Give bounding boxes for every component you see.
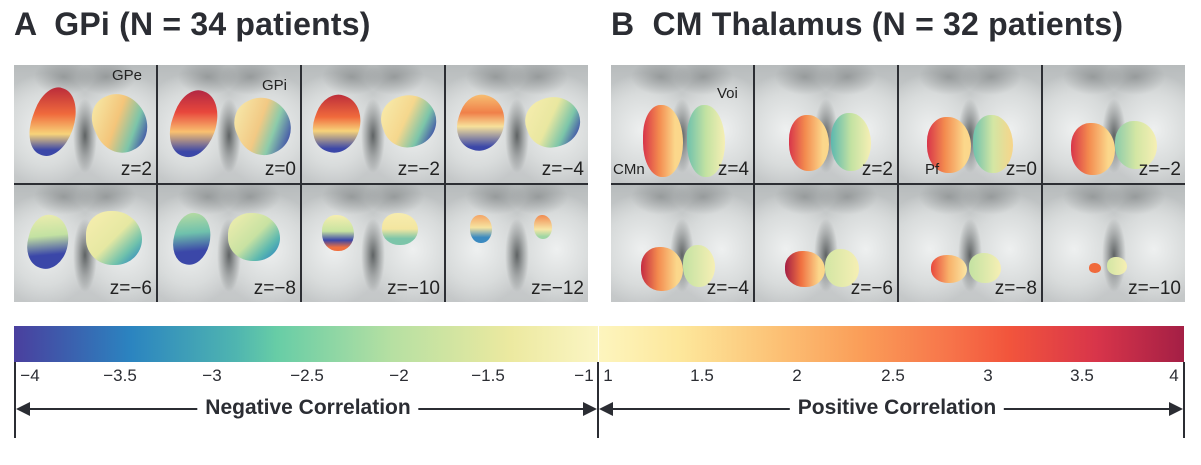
z-label: z=−2 [1138,158,1181,180]
tick-label: 2.5 [881,366,905,385]
gpi-slice-tile: z=−4 [446,65,588,183]
z-label: z=0 [264,158,296,180]
thalamus-slice-tile: z=2 [755,65,897,183]
tick-label: 2 [792,366,802,385]
tick-label: 1 [603,366,613,385]
panel-a-image-grid: GPe z=2 GPi z=0 z=−2 z=−4 z=−6 z=−8 z=−1… [14,65,588,302]
panel-b-title: B CM Thalamus (N = 32 patients) [611,6,1124,42]
z-label: z=−10 [1128,278,1181,299]
z-label: z=4 [717,158,749,180]
thalamus-slice-tile: z=−2 [1043,65,1185,183]
thalamus-slice-tile: z=−4 [611,184,753,302]
gpi-annotation: GPi [262,77,288,94]
negative-color-scale [14,326,598,362]
thalamus-slice-tile: Pf z=0 [899,65,1041,183]
z-label: z=−8 [253,278,296,299]
z-label: z=−4 [706,278,749,299]
colorbar-right-bracket [1183,362,1185,438]
tick-label: −2.5 [290,366,324,385]
tick-label: −1 [574,366,594,385]
arrow-right-icon [583,402,597,416]
cmn-annotation: CMn [613,161,645,178]
thalamus-slice-tile: z=−8 [899,184,1041,302]
colorbar-left-bracket [14,362,16,438]
thalamus-slice-tile: Voi CMn z=4 [611,65,753,183]
gpi-slice-tile: GPe z=2 [14,65,156,183]
z-label: z=2 [861,158,893,180]
z-label: z=0 [1005,158,1037,180]
z-label: z=−6 [850,278,893,299]
tick-label: −2 [389,366,409,385]
arrow-left-icon [16,402,30,416]
correlation-colorbar [14,326,1184,362]
negative-correlation-label: Negative Correlation [197,396,419,420]
voi-annotation: Voi [717,85,738,102]
panel-a-title: A GPi (N = 34 patients) [14,6,371,42]
thalamus-slice-tile: z=−6 [755,184,897,302]
pf-annotation: Pf [925,161,940,178]
gpi-slice-tile: z=−10 [302,184,444,302]
z-label: z=−2 [397,158,440,180]
z-label: z=−4 [541,158,584,180]
gpe-annotation: GPe [112,67,143,84]
arrow-right-icon [1169,402,1183,416]
z-label: z=−10 [387,278,440,299]
gpi-slice-tile: z=−6 [14,184,156,302]
z-label: z=−8 [994,278,1037,299]
gpi-slice-tile: z=−12 [446,184,588,302]
colorbar-center-bracket [597,362,599,438]
positive-correlation-label: Positive Correlation [789,396,1005,420]
gpi-slice-tile: z=−8 [158,184,300,302]
gpi-slice-tile: z=−2 [302,65,444,183]
panel-b-image-grid: Voi CMn z=4 z=2 Pf z=0 z=−2 z=−4 z=−6 z=… [611,65,1185,302]
tick-label: 1.5 [690,366,714,385]
tick-label: −3.5 [103,366,137,385]
gpi-slice-tile: GPi z=0 [158,65,300,183]
z-label: z=−12 [531,278,584,299]
positive-color-scale [598,326,1184,362]
tick-label: 3.5 [1070,366,1094,385]
tick-label: −3 [202,366,222,385]
arrow-left-icon [599,402,613,416]
tick-label: −1.5 [471,366,505,385]
tick-label: 4 [1169,366,1179,385]
thalamus-slice-tile: z=−10 [1043,184,1185,302]
z-label: z=2 [120,158,152,180]
tick-label: 3 [983,366,993,385]
z-label: z=−6 [109,278,152,299]
tick-label: −4 [20,366,40,385]
